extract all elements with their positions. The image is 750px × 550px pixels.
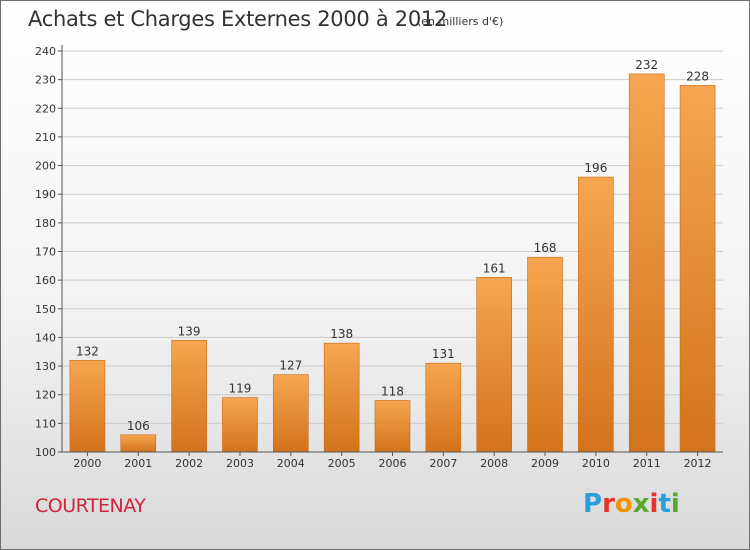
x-tick-label: 2001	[124, 457, 152, 470]
x-tick-label: 2000	[73, 457, 101, 470]
bar-2006	[374, 400, 411, 453]
y-tick-label: 180	[35, 217, 56, 230]
y-tick-label: 210	[35, 131, 56, 144]
data-label: 118	[381, 384, 404, 398]
data-label: 132	[76, 344, 99, 358]
bar-chart: 100 110 120 130 140 150 160 170 180 190 200 210 220 2…	[35, 45, 723, 470]
bar-2012	[679, 85, 716, 453]
logo-letter: i	[649, 489, 659, 519]
x-tick-label: 2008	[480, 457, 508, 470]
labels: 100 110 120 130 140 150 160 170 180 190 200 210 220 2…	[35, 45, 712, 470]
x-tick-label: 2006	[379, 457, 407, 470]
bar-2007	[425, 362, 462, 453]
chart-subtitle: (en milliers d'€)	[417, 15, 504, 28]
data-label: 127	[279, 359, 302, 373]
bar-2000	[69, 360, 106, 453]
commune-name: COURTENAY	[35, 495, 146, 517]
x-tick-label: 2012	[684, 457, 712, 470]
x-tick-label: 2007	[429, 457, 457, 470]
x-tick-label: 2003	[226, 457, 254, 470]
data-label: 196	[584, 161, 607, 175]
y-tick-label: 200	[35, 160, 56, 173]
data-label: 106	[127, 419, 150, 433]
bar-2009	[527, 256, 563, 453]
bar-2010	[578, 176, 614, 453]
y-tick-label: 150	[35, 303, 56, 316]
y-tick-label: 120	[35, 389, 56, 402]
y-tick-label: 190	[35, 188, 56, 201]
bar-2011	[628, 73, 665, 453]
logo-letter: r	[602, 489, 615, 519]
data-label: 168	[534, 241, 557, 255]
bar-2008	[476, 276, 512, 453]
axes	[58, 45, 723, 456]
y-tick-label: 170	[35, 246, 56, 259]
y-tick-label: 140	[35, 331, 56, 344]
proxiti-logo[interactable]: Proxiti	[583, 489, 680, 519]
data-label: 138	[330, 327, 353, 341]
y-tick-label: 240	[35, 45, 56, 58]
logo-letter: P	[583, 489, 603, 519]
y-tick-label: 130	[35, 360, 56, 373]
x-tick-label: 2010	[582, 457, 610, 470]
bar-2001	[120, 434, 157, 453]
logo-letter: t	[658, 489, 671, 519]
data-label: 119	[229, 382, 252, 396]
x-tick-label: 2004	[277, 457, 305, 470]
logo-letter: i	[670, 489, 680, 519]
bar-2004	[273, 374, 309, 453]
y-tick-label: 110	[35, 417, 56, 430]
logo-letter: o	[614, 489, 633, 519]
data-label: 228	[686, 69, 709, 83]
bar-2003	[222, 397, 258, 453]
y-tick-label: 220	[35, 102, 56, 115]
data-label: 232	[635, 58, 658, 72]
x-tick-label: 2002	[175, 457, 203, 470]
x-tick-label: 2011	[633, 457, 661, 470]
data-label: 139	[178, 324, 201, 338]
logo-letter: x	[632, 489, 650, 519]
data-label: 131	[432, 347, 455, 361]
y-tick-label: 100	[35, 446, 56, 459]
chart-title: Achats et Charges Externes 2000 à 2012	[28, 7, 448, 31]
bar-2002	[171, 339, 207, 453]
x-tick-label: 2009	[531, 457, 559, 470]
data-label: 161	[483, 261, 506, 275]
x-tick-label: 2005	[328, 457, 356, 470]
y-tick-label: 230	[35, 74, 56, 87]
bar-2005	[323, 342, 360, 453]
y-tick-label: 160	[35, 274, 56, 287]
